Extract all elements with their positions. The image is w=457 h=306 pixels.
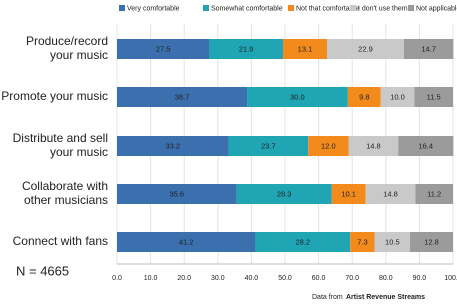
x-tick-label: 80.0	[379, 275, 393, 282]
y-tick-label: other musicians	[24, 193, 108, 207]
value-label: 28.3	[277, 189, 292, 198]
bar-segment	[236, 184, 332, 204]
value-label: 7.3	[357, 237, 367, 246]
x-tick-label: 40.0	[245, 275, 259, 282]
value-label: 14.7	[421, 44, 436, 53]
bar-segment	[331, 184, 366, 204]
bar-segment	[327, 39, 404, 59]
x-tick-label: 30.0	[211, 275, 225, 282]
legend-label: I don't use them	[358, 5, 408, 12]
y-tick-label: your music	[50, 48, 108, 62]
bar-segment	[348, 136, 399, 156]
bar-segment	[117, 39, 210, 59]
value-label: 10.5	[385, 237, 400, 246]
value-label: 12.0	[321, 141, 336, 150]
value-label: 38.7	[175, 92, 190, 101]
bar-segment	[117, 232, 256, 252]
y-tick-label: Promote your music	[1, 89, 108, 103]
y-tick-label: Distribute and sell	[13, 131, 108, 145]
bar-segment	[209, 39, 283, 59]
bar-segment	[415, 184, 453, 204]
x-tick-label: 100.0	[444, 275, 457, 282]
value-label: 12.8	[424, 237, 439, 246]
x-tick-label: 10.0	[144, 275, 158, 282]
value-label: 11.5	[427, 92, 441, 101]
bar-segment	[350, 232, 375, 252]
x-tick-label: 0.0	[112, 275, 122, 282]
bar-segment	[228, 136, 309, 156]
bar-segment	[247, 87, 348, 107]
value-label: 14.8	[383, 189, 398, 198]
bar-segment	[374, 232, 410, 252]
x-tick-label: 60.0	[312, 275, 326, 282]
bar-segment	[403, 39, 454, 59]
bar-segment	[308, 136, 349, 156]
bar-segment	[347, 87, 381, 107]
source-text: Data from	[312, 294, 343, 301]
annotation: N = 4665	[16, 263, 69, 278]
bar-segment	[255, 232, 351, 252]
value-label: 33.2	[165, 141, 180, 150]
y-tick-label: your music	[50, 145, 108, 159]
value-label: 35.6	[170, 189, 185, 198]
legend-swatch	[203, 5, 209, 11]
x-tick-label: 90.0	[413, 275, 427, 282]
y-tick-label: Produce/record	[26, 34, 108, 48]
value-label: 14.8	[366, 141, 381, 150]
bar-segment	[365, 184, 416, 204]
legend-label: Very comfortable	[127, 5, 180, 12]
value-label: 27.5	[156, 44, 171, 53]
y-tick-label: Connect with fans	[13, 234, 108, 248]
source-name: Artist Revenue Streams	[346, 294, 425, 301]
x-tick-label: 50.0	[278, 275, 292, 282]
bar-segment	[380, 87, 415, 107]
value-label: 28.2	[296, 237, 311, 246]
legend-swatch	[119, 5, 125, 11]
legend-swatch	[350, 5, 356, 11]
x-tick-label: 20.0	[177, 275, 191, 282]
legend-label: Not that comfortable	[296, 5, 359, 12]
x-tick-label: 70.0	[345, 275, 359, 282]
legend-swatch	[408, 5, 414, 11]
value-label: 13.1	[298, 44, 313, 53]
value-label: 41.2	[179, 237, 194, 246]
y-tick-label: Collaborate with	[22, 179, 108, 193]
value-label: 9.8	[359, 92, 369, 101]
value-label: 22.9	[358, 44, 373, 53]
value-label: 23.7	[261, 141, 276, 150]
value-label: 10.0	[390, 92, 405, 101]
value-label: 21.9	[239, 44, 254, 53]
value-label: 11.2	[427, 189, 441, 198]
bar-segment	[282, 39, 327, 59]
value-label: 16.4	[418, 141, 433, 150]
value-label: 30.0	[290, 92, 305, 101]
bar-segment	[117, 87, 248, 107]
bar-segment	[409, 232, 453, 252]
bar-segment	[398, 136, 454, 156]
legend-swatch	[288, 5, 294, 11]
bar-segment	[117, 184, 237, 204]
bar-segment	[414, 87, 453, 107]
bar-segment	[117, 136, 229, 156]
legend-label: Not applicable	[416, 5, 457, 12]
legend-label: Somewhat comfortable	[211, 5, 283, 12]
value-label: 10.1	[341, 189, 356, 198]
